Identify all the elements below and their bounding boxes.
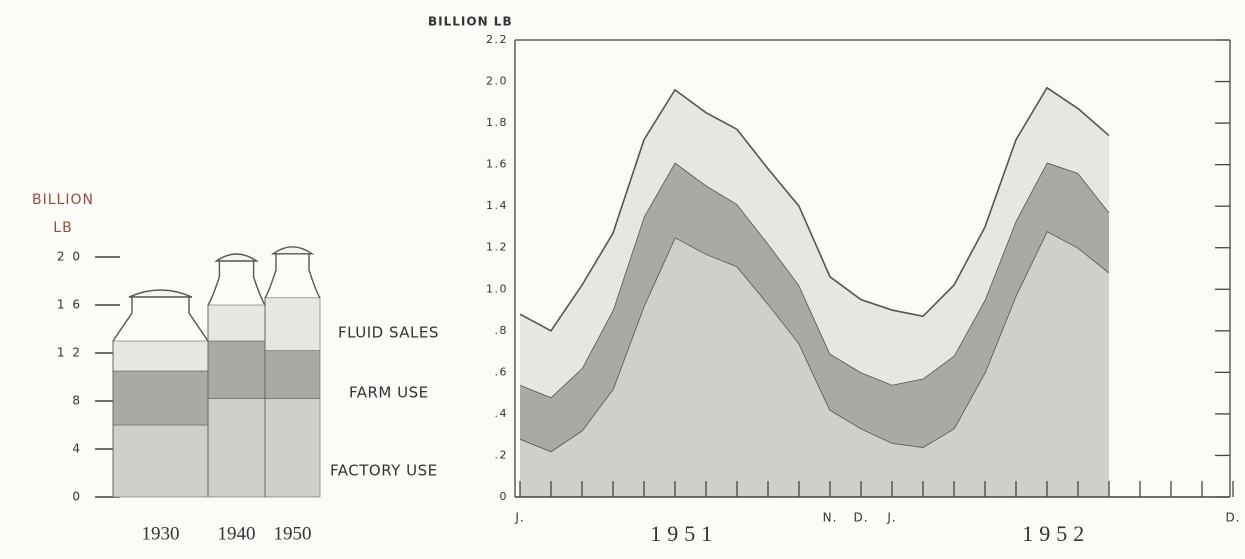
- y-tick-label: 2.2: [486, 33, 508, 46]
- bar-segment: [208, 305, 265, 341]
- bar-segment: [265, 298, 320, 351]
- bar-segment: [113, 371, 208, 425]
- y-tick-label: 1.8: [486, 116, 508, 129]
- y-tick-label: .6: [495, 365, 509, 378]
- x-tick-label: D.: [853, 511, 868, 525]
- y-tick-label: 0: [72, 490, 82, 504]
- series-label: FACTORY USE: [330, 462, 438, 480]
- bar-segment: [113, 425, 208, 497]
- y-tick-label: .2: [495, 448, 509, 461]
- bar-segment: [265, 351, 320, 399]
- x-tick-label: J.: [514, 511, 524, 525]
- x-tick-label: 1930: [142, 523, 180, 544]
- page: 0 4 8 1 2 1 6 2 0 1930 1940 1950 FACTORY USE FARM …: [0, 0, 1245, 559]
- y-tick-label: 1.2: [486, 241, 508, 254]
- y-tick-label: 2.0: [486, 75, 508, 88]
- x-tick-label: 1950: [274, 523, 312, 544]
- bar-segment: [208, 399, 265, 497]
- bar-segment: [208, 341, 265, 399]
- series-label: FLUID SALES: [338, 324, 439, 342]
- y-tick-label: 1 2: [57, 346, 82, 360]
- x-tick-label: D.: [1225, 511, 1240, 525]
- y-tick-label: 1 6: [57, 298, 82, 312]
- x-tick-label: J.: [886, 511, 896, 525]
- x-tick-label: N.: [823, 511, 838, 525]
- bottle-outline: [208, 261, 265, 305]
- y-tick-label: 4: [72, 442, 82, 456]
- bottle-cap: [129, 290, 192, 297]
- y-tick-label: 8: [72, 394, 82, 408]
- x-tick-label: 1940: [218, 523, 256, 544]
- bar-segment: [265, 399, 320, 497]
- year-label: 1952: [1022, 521, 1090, 546]
- series-label: FARM USE: [349, 384, 429, 402]
- y-tick-label: 1.0: [486, 282, 508, 295]
- y-tick-label: 2 0: [57, 250, 82, 264]
- y-tick-label: 0: [500, 490, 509, 503]
- bottle-outline: [265, 254, 320, 298]
- y-tick-label: .4: [495, 407, 509, 420]
- y-tick-label: .8: [495, 324, 509, 337]
- bottle-cap: [273, 247, 312, 254]
- y-tick-label: 1.4: [486, 199, 508, 212]
- y-tick-label: 1.6: [486, 158, 508, 171]
- y-axis-label: BILLION LB: [428, 15, 513, 29]
- year-label: 1951: [650, 521, 718, 546]
- charts: 0 4 8 1 2 1 6 2 0 1930 1940 1950 FACTORY USE FARM …: [0, 0, 1245, 559]
- bar-segment: [113, 341, 208, 371]
- left-y-label: BILLION LB: [28, 186, 98, 242]
- bottle-cap: [216, 254, 256, 261]
- bottle-outline: [113, 297, 208, 341]
